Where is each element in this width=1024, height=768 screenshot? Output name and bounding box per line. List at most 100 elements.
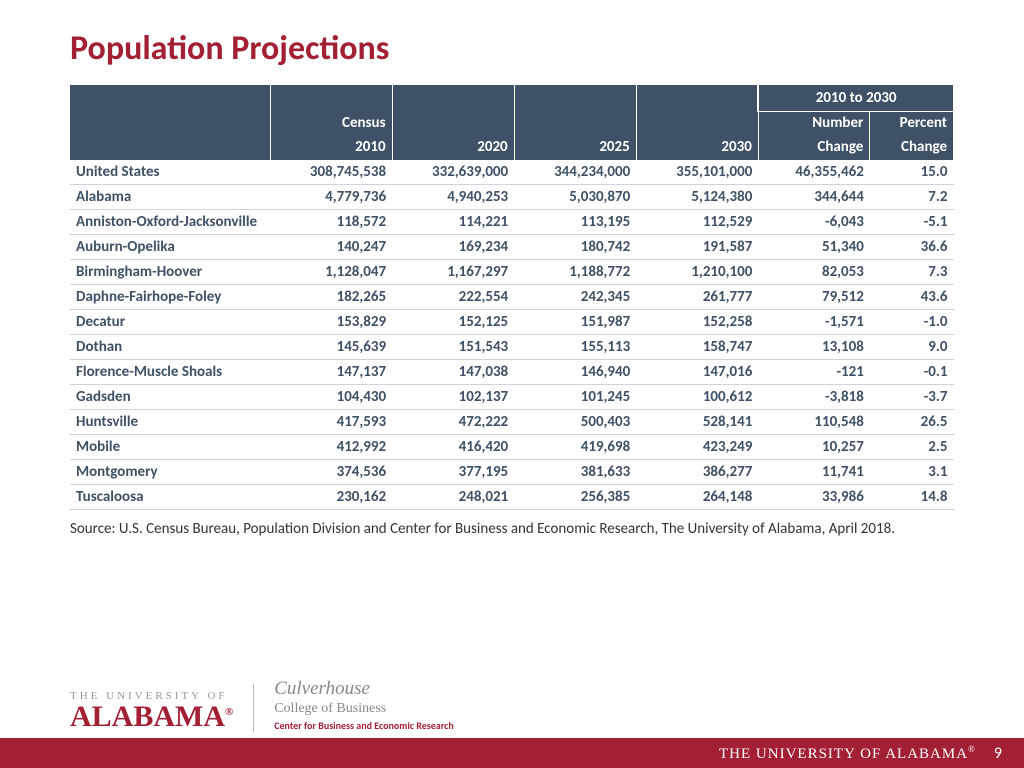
table-cell: 140,247 bbox=[270, 235, 392, 260]
table-row: Anniston-Oxford-Jacksonville118,572114,2… bbox=[70, 210, 954, 235]
table-cell: 344,234,000 bbox=[514, 160, 636, 185]
header-blank bbox=[70, 85, 270, 112]
table-row: Daphne-Fairhope-Foley182,265222,554242,3… bbox=[70, 285, 954, 310]
col-header bbox=[70, 112, 270, 137]
table-cell: 264,148 bbox=[636, 485, 758, 510]
table-cell: -1.0 bbox=[870, 310, 954, 335]
table-cell: 114,221 bbox=[392, 210, 514, 235]
table-cell: 230,162 bbox=[270, 485, 392, 510]
source-note: Source: U.S. Census Bureau, Population D… bbox=[70, 520, 954, 540]
table-row: Tuscaloosa230,162248,021256,385264,14833… bbox=[70, 485, 954, 510]
table-cell: -0.1 bbox=[870, 360, 954, 385]
table-cell: -5.1 bbox=[870, 210, 954, 235]
table-cell: 43.6 bbox=[870, 285, 954, 310]
table-cell: 113,195 bbox=[514, 210, 636, 235]
table-cell: 151,543 bbox=[392, 335, 514, 360]
table-cell: 15.0 bbox=[870, 160, 954, 185]
culver-line1: Culverhouse bbox=[274, 678, 453, 701]
table-cell: 82,053 bbox=[758, 260, 870, 285]
logo-divider bbox=[253, 684, 254, 732]
registered-icon: ® bbox=[225, 706, 233, 718]
table-cell: Decatur bbox=[70, 310, 270, 335]
table-cell: 33,986 bbox=[758, 485, 870, 510]
table-cell: Birmingham-Hoover bbox=[70, 260, 270, 285]
table-cell: 26.5 bbox=[870, 410, 954, 435]
table-super-header-row: 2010 to 2030 bbox=[70, 85, 954, 112]
table-cell: 3.1 bbox=[870, 460, 954, 485]
table-cell: 112,529 bbox=[636, 210, 758, 235]
ua-logo: THE UNIVERSITY OF ALABAMA® bbox=[70, 691, 233, 732]
col-header bbox=[636, 112, 758, 137]
table-cell: Gadsden bbox=[70, 385, 270, 410]
table-cell: 153,829 bbox=[270, 310, 392, 335]
table-cell: 169,234 bbox=[392, 235, 514, 260]
table-cell: Daphne-Fairhope-Foley bbox=[70, 285, 270, 310]
table-cell: Mobile bbox=[70, 435, 270, 460]
table-row: Mobile412,992416,420419,698423,24910,257… bbox=[70, 435, 954, 460]
culver-line2: College of Business bbox=[274, 701, 453, 718]
table-cell: 158,747 bbox=[636, 335, 758, 360]
table-cell: 13,108 bbox=[758, 335, 870, 360]
table-cell: 7.3 bbox=[870, 260, 954, 285]
header-blank bbox=[514, 85, 636, 112]
slide: Population Projections 2010 to 2030 Cens… bbox=[0, 0, 1024, 768]
table-header-row-2: 2010 2020 2025 2030 Change Change bbox=[70, 136, 954, 160]
table-cell: 155,113 bbox=[514, 335, 636, 360]
table-row: Alabama4,779,7364,940,2535,030,8705,124,… bbox=[70, 185, 954, 210]
table-cell: Huntsville bbox=[70, 410, 270, 435]
table-cell: 256,385 bbox=[514, 485, 636, 510]
col-header: 2010 bbox=[270, 136, 392, 160]
table-body: United States308,745,538332,639,000344,2… bbox=[70, 160, 954, 510]
table-cell: 51,340 bbox=[758, 235, 870, 260]
table-cell: 332,639,000 bbox=[392, 160, 514, 185]
table-cell: 248,021 bbox=[392, 485, 514, 510]
table-cell: Anniston-Oxford-Jacksonville bbox=[70, 210, 270, 235]
table-cell: 344,644 bbox=[758, 185, 870, 210]
table-cell: United States bbox=[70, 160, 270, 185]
table-cell: -6,043 bbox=[758, 210, 870, 235]
table-cell: 500,403 bbox=[514, 410, 636, 435]
table-cell: 180,742 bbox=[514, 235, 636, 260]
table-cell: 146,940 bbox=[514, 360, 636, 385]
header-span-2010-2030: 2010 to 2030 bbox=[758, 85, 953, 112]
table-cell: 416,420 bbox=[392, 435, 514, 460]
table-row: Huntsville417,593472,222500,403528,14111… bbox=[70, 410, 954, 435]
col-header: Change bbox=[870, 136, 954, 160]
table-cell: 7.2 bbox=[870, 185, 954, 210]
table-cell: 147,137 bbox=[270, 360, 392, 385]
table-cell: Tuscaloosa bbox=[70, 485, 270, 510]
table-cell: -121 bbox=[758, 360, 870, 385]
table-row: Gadsden104,430102,137101,245100,612-3,81… bbox=[70, 385, 954, 410]
table-header: 2010 to 2030 Census Number Percent 2010 … bbox=[70, 85, 954, 160]
culver-line3: Center for Business and Economic Researc… bbox=[274, 720, 453, 732]
table-cell: 419,698 bbox=[514, 435, 636, 460]
page-title: Population Projections bbox=[70, 28, 954, 69]
table-cell: Montgomery bbox=[70, 460, 270, 485]
col-header bbox=[392, 112, 514, 137]
table-cell: 152,125 bbox=[392, 310, 514, 335]
table-cell: 1,188,772 bbox=[514, 260, 636, 285]
col-header: 2020 bbox=[392, 136, 514, 160]
table-cell: 152,258 bbox=[636, 310, 758, 335]
table-cell: 242,345 bbox=[514, 285, 636, 310]
table-cell: 101,245 bbox=[514, 385, 636, 410]
table-cell: 4,779,736 bbox=[270, 185, 392, 210]
table-cell: 412,992 bbox=[270, 435, 392, 460]
table-cell: 11,741 bbox=[758, 460, 870, 485]
projections-table: 2010 to 2030 Census Number Percent 2010 … bbox=[70, 85, 954, 510]
table-cell: 4,940,253 bbox=[392, 185, 514, 210]
table-cell: 423,249 bbox=[636, 435, 758, 460]
table-cell: 528,141 bbox=[636, 410, 758, 435]
table-cell: 182,265 bbox=[270, 285, 392, 310]
table-cell: 110,548 bbox=[758, 410, 870, 435]
table-cell: 5,030,870 bbox=[514, 185, 636, 210]
table-cell: Auburn-Opelika bbox=[70, 235, 270, 260]
table-cell: 100,612 bbox=[636, 385, 758, 410]
table-cell: 355,101,000 bbox=[636, 160, 758, 185]
bottom-bar: THE UNIVERSITY OF ALABAMA® 9 bbox=[0, 738, 1024, 768]
table-cell: Florence-Muscle Shoals bbox=[70, 360, 270, 385]
header-blank bbox=[270, 85, 392, 112]
table-cell: 191,587 bbox=[636, 235, 758, 260]
table-cell: 147,038 bbox=[392, 360, 514, 385]
page-number: 9 bbox=[994, 744, 1002, 763]
